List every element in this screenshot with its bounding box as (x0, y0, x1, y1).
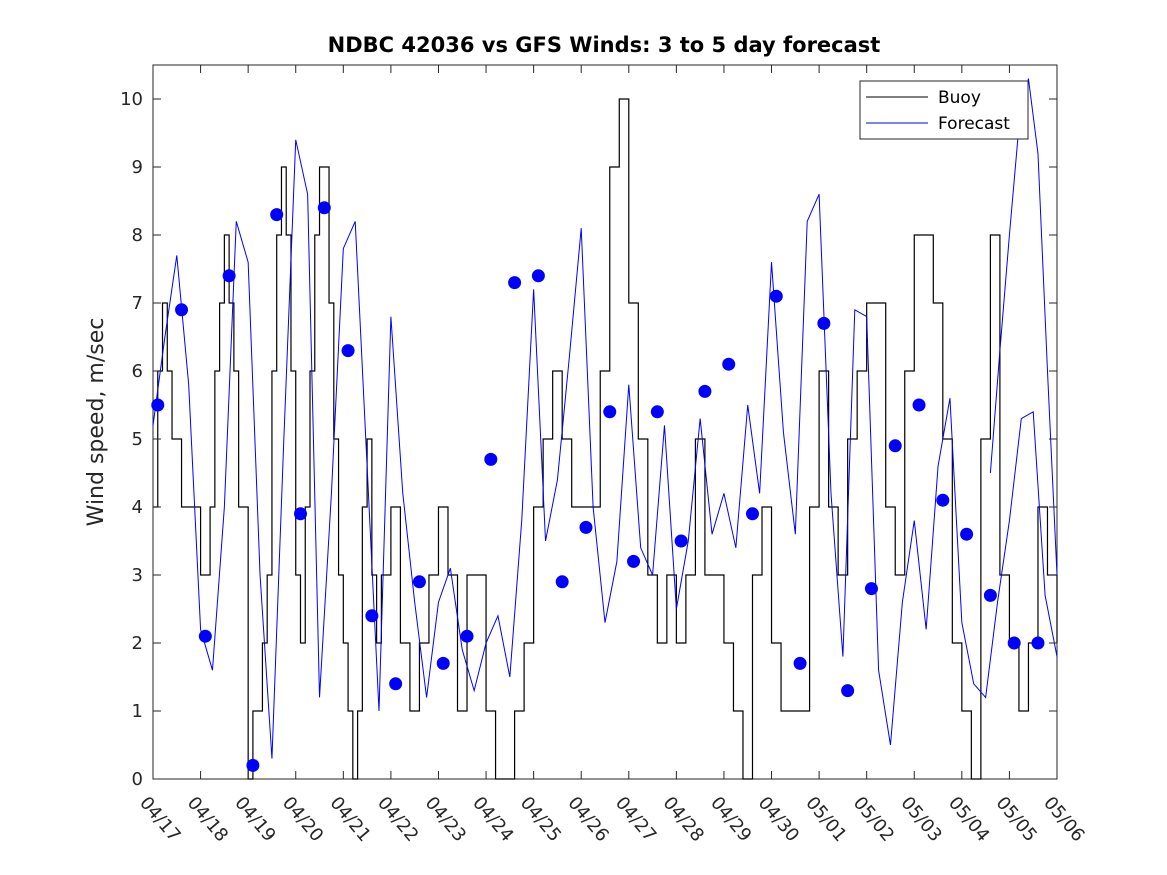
forecast-point (365, 609, 379, 623)
y-tick-label: 5 (132, 429, 143, 450)
forecast-point (603, 405, 617, 419)
forecast-point (508, 276, 522, 290)
legend-forecast-label: Forecast (938, 114, 1010, 134)
y-tick-label: 8 (132, 225, 143, 246)
forecast-point (960, 527, 974, 541)
forecast-point (1007, 636, 1021, 650)
forecast-point (175, 303, 189, 317)
forecast-point (198, 629, 212, 643)
forecast-point (983, 588, 997, 602)
legend-box (859, 80, 1029, 140)
y-axis-label: Wind speed, m/sec (84, 318, 109, 527)
forecast-point (769, 289, 783, 303)
forecast-point (698, 384, 712, 398)
forecast-point (650, 405, 664, 419)
forecast-point (1031, 636, 1045, 650)
forecast-point (745, 507, 759, 521)
series-layer (151, 78, 1058, 780)
legend: Buoy Forecast (859, 80, 1029, 140)
forecast-point (341, 344, 355, 358)
y-tick-label: 9 (132, 157, 143, 178)
forecast-point (412, 575, 426, 589)
forecast-point (270, 208, 284, 222)
forecast-point (793, 656, 807, 670)
y-tick-label: 10 (120, 89, 143, 110)
y-axis-ticks: 0 1 2 3 4 5 6 7 8 9 10 (120, 89, 1057, 790)
y-tick-label: 0 (132, 769, 143, 790)
forecast-point (722, 357, 736, 371)
forecast-point (460, 629, 474, 643)
forecast-series-line (152, 139, 1058, 759)
forecast-point (293, 507, 307, 521)
forecast-point (151, 398, 165, 412)
forecast-point (531, 269, 545, 283)
forecast-point (389, 677, 403, 691)
forecast-point (246, 758, 260, 772)
forecast-point (936, 493, 950, 507)
chart-title: NDBC 42036 vs GFS Winds: 3 to 5 day fore… (328, 33, 881, 57)
forecast-point (674, 534, 688, 548)
y-tick-label: 1 (132, 701, 143, 722)
forecast-point (436, 656, 450, 670)
forecast-point (317, 201, 331, 215)
forecast-point (484, 452, 498, 466)
y-tick-label: 3 (132, 565, 143, 586)
buoy-series-line (153, 98, 1058, 780)
y-tick-label: 4 (132, 497, 143, 518)
forecast-point (579, 520, 593, 534)
y-tick-label: 2 (132, 633, 143, 654)
forecast-point (555, 575, 569, 589)
legend-buoy-label: Buoy (938, 88, 981, 108)
y-tick-label: 6 (132, 361, 143, 382)
forecast-point (912, 398, 926, 412)
axes-box (152, 64, 1058, 780)
forecast-point (222, 269, 236, 283)
forecast-point (627, 554, 641, 568)
forecast-point (888, 439, 902, 453)
forecast-point (817, 316, 831, 330)
y-tick-label: 7 (132, 293, 143, 314)
forecast-point (864, 582, 878, 596)
forecast-point (841, 684, 855, 698)
